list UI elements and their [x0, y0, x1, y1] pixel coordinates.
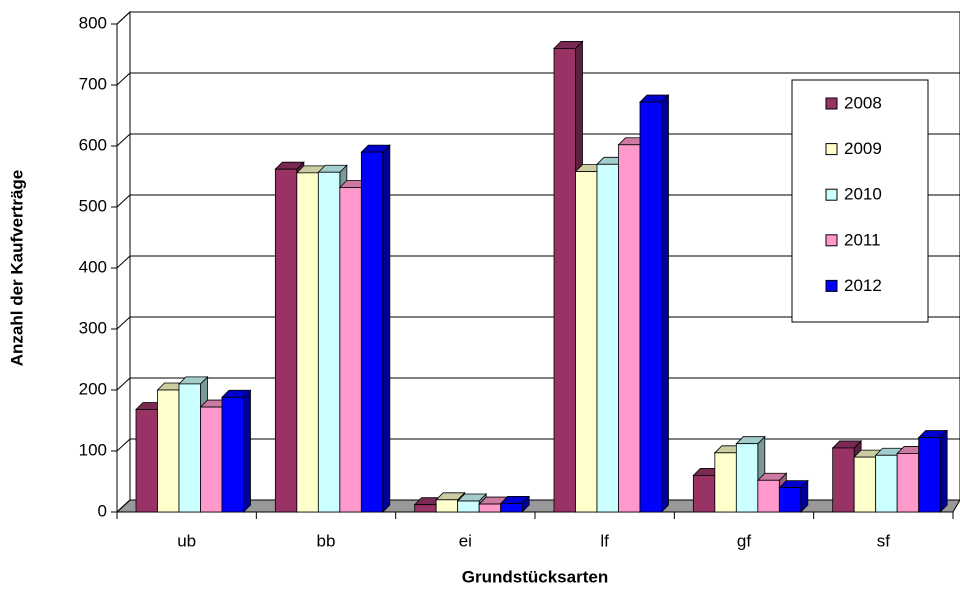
x-axis-label: Grundstücksarten — [462, 567, 608, 586]
bar-front — [596, 163, 619, 513]
legend-label: 2008 — [844, 93, 882, 112]
legend-label: 2012 — [844, 276, 882, 295]
bar-front — [918, 437, 941, 513]
grid-line — [116, 438, 960, 452]
x-tick-label: lf — [600, 531, 609, 550]
bar-front — [896, 453, 920, 513]
bar-front — [414, 504, 437, 513]
bar-front — [178, 383, 201, 513]
grid-line — [116, 316, 960, 330]
bar — [499, 495, 531, 513]
x-tick-label: gf — [737, 531, 751, 550]
legend-swatch — [825, 188, 838, 201]
bar-front — [757, 479, 780, 513]
bar — [360, 144, 391, 513]
y-tick-label: 100 — [79, 440, 107, 459]
legend-box — [791, 79, 929, 323]
grid-line — [116, 377, 960, 391]
bar — [917, 429, 949, 513]
x-tick-label: ei — [459, 531, 472, 550]
x-tick-label: bb — [317, 531, 336, 550]
bar-front — [618, 144, 641, 513]
legend-swatch — [825, 97, 838, 110]
bar-front — [157, 389, 180, 513]
legend-label: 2011 — [844, 230, 881, 249]
legend-swatch — [825, 143, 838, 156]
legend-swatch — [825, 279, 838, 292]
y-tick-label: 500 — [79, 196, 107, 215]
bar-front — [360, 151, 384, 513]
bar — [221, 389, 252, 513]
x-tick-label: sf — [877, 531, 891, 550]
bar-front — [478, 503, 502, 513]
y-tick-label: 800 — [79, 13, 107, 32]
bar-front — [553, 48, 576, 513]
bar-front — [639, 101, 662, 513]
bar-front — [200, 406, 223, 513]
y-axis-label: Anzahl der Kaufverträge — [7, 170, 26, 367]
grid-line — [116, 255, 960, 269]
y-tick-label: 700 — [79, 74, 107, 93]
bar-front — [135, 409, 158, 513]
bar-front — [274, 168, 298, 513]
bar-front — [714, 452, 737, 513]
y-tick-label: 200 — [79, 379, 107, 398]
grid-line — [116, 499, 960, 513]
bar-front — [853, 456, 877, 513]
legend-label: 2009 — [844, 139, 882, 158]
bar-side — [382, 144, 391, 513]
bar-front — [500, 503, 523, 513]
bar-front — [339, 187, 362, 513]
bar-side — [939, 429, 948, 513]
y-tick-label: 0 — [98, 501, 107, 520]
bar — [639, 94, 670, 513]
bar-front — [221, 396, 244, 513]
grid-line — [116, 11, 960, 25]
bar-side — [661, 94, 669, 513]
y-tick-label: 400 — [79, 257, 107, 276]
bar-side — [243, 389, 251, 513]
bar-front — [875, 454, 898, 513]
x-tick-label: ub — [177, 531, 196, 550]
bar-front — [692, 474, 716, 513]
bar — [778, 479, 809, 513]
y-tick-label: 300 — [79, 318, 107, 337]
legend-label: 2010 — [844, 185, 882, 204]
grid-line — [116, 72, 960, 86]
grid-line — [116, 133, 960, 147]
y-tick-label: 600 — [79, 135, 107, 154]
grid-line — [116, 194, 960, 208]
bar-front — [778, 487, 802, 513]
legend-swatch — [825, 234, 838, 247]
bar-front — [296, 172, 319, 513]
bar-front — [575, 171, 598, 513]
bar-front — [832, 447, 855, 513]
bar-front — [317, 171, 341, 513]
bar-front — [435, 499, 459, 513]
bar-front — [457, 500, 480, 513]
bar-front — [735, 443, 759, 513]
